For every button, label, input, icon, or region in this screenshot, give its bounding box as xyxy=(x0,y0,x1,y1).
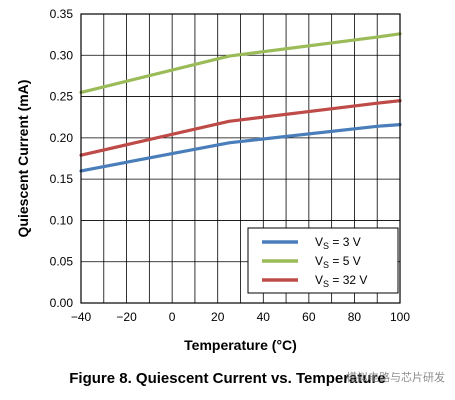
x-tick-labels: −40 −20 0 20 40 60 80 100 xyxy=(71,310,411,324)
y-tick-labels: 0.00 0.05 0.10 0.15 0.20 0.25 0.30 0.35 xyxy=(50,7,74,310)
y-tick-label: 0.05 xyxy=(50,255,74,269)
figure-caption: Figure 8. Quiescent Current vs. Temperat… xyxy=(69,370,386,387)
x-tick-label: −20 xyxy=(116,310,137,324)
legend-label: VS = 32 V xyxy=(315,273,367,289)
x-tick-label: 60 xyxy=(302,310,316,324)
y-tick-label: 0.00 xyxy=(50,296,74,310)
x-axis-title: Temperature (°C) xyxy=(184,337,297,353)
y-axis-title: Quiescent Current (mA) xyxy=(15,80,31,238)
legend-label: VS = 5 V xyxy=(315,254,361,270)
x-tick-label: 100 xyxy=(390,310,410,324)
legend: VS = 3 V VS = 5 V VS = 32 V xyxy=(247,227,399,294)
x-tick-label: 80 xyxy=(348,310,362,324)
watermark-text: 模拟电路与芯片研发 xyxy=(346,371,445,384)
series-line-1 xyxy=(79,122,402,173)
legend-label: VS = 3 V xyxy=(315,235,361,251)
y-tick-label: 0.20 xyxy=(50,131,74,145)
y-tick-label: 0.30 xyxy=(50,48,74,62)
y-tick-label: 0.25 xyxy=(50,90,74,104)
y-tick-label: 0.15 xyxy=(50,172,74,186)
x-tick-label: 0 xyxy=(169,310,176,324)
plot-frame xyxy=(80,13,401,304)
series-line-3 xyxy=(79,99,402,157)
y-tick-label: 0.35 xyxy=(50,7,74,21)
series-lines xyxy=(79,32,402,173)
x-tick-label: 20 xyxy=(211,310,225,324)
y-tick-label: 0.10 xyxy=(50,213,74,227)
x-tick-label: 40 xyxy=(257,310,271,324)
x-tick-label: −40 xyxy=(71,310,92,324)
series-line-2 xyxy=(79,32,402,95)
legend-box xyxy=(247,227,399,294)
